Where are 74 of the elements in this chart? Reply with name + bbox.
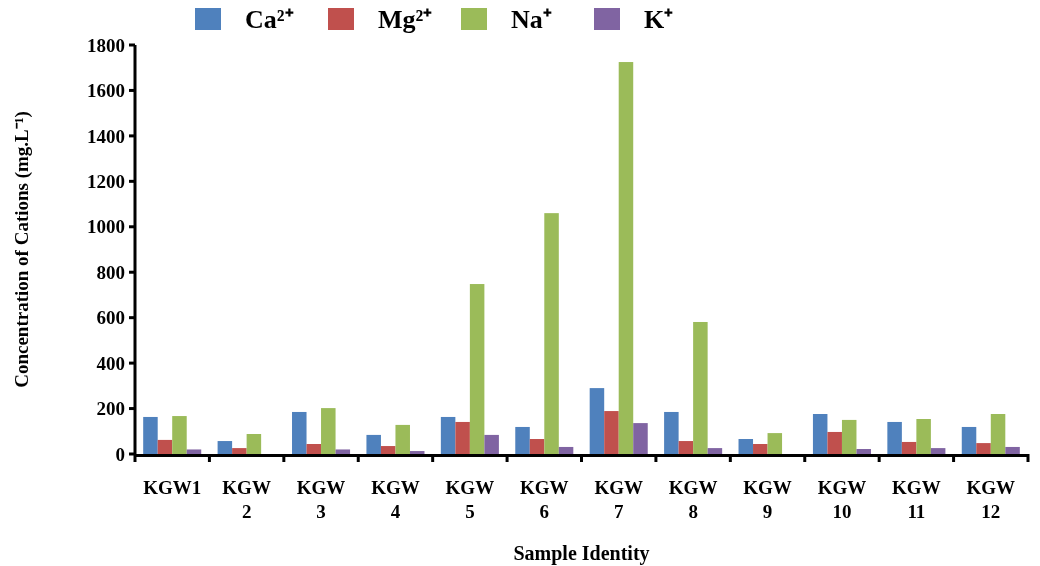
bar xyxy=(157,439,173,454)
bar xyxy=(409,451,425,454)
x-tick-label: KGW 8 xyxy=(668,477,718,522)
y-tick-label: 1000 xyxy=(87,216,125,238)
x-tick-label: KGW 3 xyxy=(296,477,346,522)
y-tick-label: 1600 xyxy=(87,80,125,102)
x-tick-label: KGW 6 xyxy=(520,477,569,522)
x-tick-label: KGW 9 xyxy=(743,477,792,522)
x-tick-label: KGW 2 xyxy=(222,477,271,522)
bar xyxy=(529,439,545,454)
bar xyxy=(738,439,754,454)
bar xyxy=(604,411,619,454)
bar xyxy=(440,416,456,454)
bar xyxy=(232,448,247,454)
x-tick-label: KGW 5 xyxy=(445,477,495,522)
bar xyxy=(916,419,931,454)
bar xyxy=(678,441,694,454)
bar xyxy=(292,411,307,454)
bar xyxy=(469,284,485,454)
y-tick-label: 800 xyxy=(96,261,125,283)
bar xyxy=(664,411,679,454)
bar xyxy=(930,448,946,454)
bar xyxy=(976,443,991,454)
bar xyxy=(172,416,187,454)
x-tick-label: KGW 4 xyxy=(371,477,420,522)
x-tick-label: KGW 12 xyxy=(966,477,1016,522)
bar xyxy=(693,321,708,454)
y-axis-title: Concentration of Cations (mg.L⁻¹) xyxy=(11,111,33,388)
legend-label: Ca²⁺ xyxy=(245,5,294,34)
y-tick-label: 200 xyxy=(96,398,125,420)
legend-label: Na⁺ xyxy=(511,5,552,34)
bar xyxy=(335,449,351,454)
bar xyxy=(558,446,574,454)
bar xyxy=(1005,446,1020,454)
bar xyxy=(544,213,559,454)
bar xyxy=(186,449,202,454)
y-tick-label: 0 xyxy=(115,443,125,465)
bar xyxy=(395,424,410,454)
bar xyxy=(887,421,902,454)
legend-label: K⁺ xyxy=(644,5,674,34)
legend-label: Mg²⁺ xyxy=(378,5,433,34)
bar xyxy=(143,416,158,454)
bar xyxy=(901,441,917,454)
bar xyxy=(767,433,783,454)
bar xyxy=(990,414,1006,454)
y-tick-label: 1200 xyxy=(87,170,125,192)
x-tick-label: KGW1 xyxy=(143,477,202,498)
bar xyxy=(246,434,262,454)
bar xyxy=(589,388,605,454)
bar xyxy=(961,426,977,454)
x-axis-title: Sample Identity xyxy=(513,542,650,565)
y-tick-label: 600 xyxy=(96,307,125,329)
bar xyxy=(217,441,233,454)
bar xyxy=(633,423,648,454)
bar xyxy=(841,419,857,454)
y-tick-label: 400 xyxy=(96,352,125,374)
y-tick-label: 1800 xyxy=(87,34,125,56)
bar xyxy=(380,446,396,454)
bar xyxy=(484,434,499,454)
bar xyxy=(515,426,530,454)
bar xyxy=(707,448,723,454)
x-tick-label: KGW 10 xyxy=(817,477,867,522)
y-tick-label: 1400 xyxy=(87,125,125,147)
bar xyxy=(321,408,336,454)
bar xyxy=(827,431,842,454)
x-tick-label: KGW 7 xyxy=(594,477,643,522)
x-tick-label: KGW 11 xyxy=(892,477,941,522)
bar xyxy=(856,449,871,454)
bar xyxy=(306,444,322,454)
bar xyxy=(455,421,470,454)
bar xyxy=(618,62,634,454)
bar xyxy=(753,444,768,454)
bar xyxy=(812,414,828,454)
bar xyxy=(366,434,381,454)
